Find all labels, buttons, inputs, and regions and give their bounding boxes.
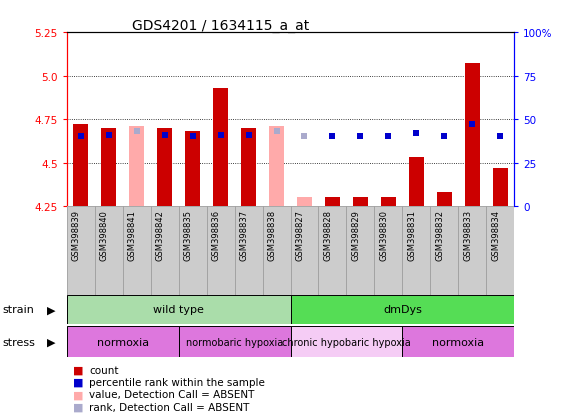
Text: GSM398828: GSM398828	[324, 209, 332, 260]
Bar	[408, 158, 424, 206]
Text: ■: ■	[73, 402, 83, 412]
Bar	[185, 132, 200, 206]
Bar	[67, 206, 95, 295]
Bar	[179, 326, 290, 357]
Bar	[297, 198, 312, 206]
Bar	[213, 88, 228, 206]
Bar	[179, 206, 207, 295]
Text: ▶: ▶	[47, 305, 55, 315]
Text: percentile rank within the sample: percentile rank within the sample	[89, 377, 265, 387]
Bar	[436, 192, 452, 206]
Text: ▶: ▶	[47, 337, 55, 347]
Bar	[431, 206, 458, 295]
Text: normobaric hypoxia: normobaric hypoxia	[186, 337, 283, 347]
Bar	[374, 206, 403, 295]
Text: stress: stress	[3, 337, 36, 347]
Bar	[123, 206, 150, 295]
Text: GSM398836: GSM398836	[211, 209, 221, 260]
Bar	[95, 206, 123, 295]
Bar	[269, 127, 284, 206]
Text: GSM398837: GSM398837	[239, 209, 249, 260]
Bar	[318, 206, 346, 295]
Bar	[325, 198, 340, 206]
Text: value, Detection Call = ABSENT: value, Detection Call = ABSENT	[89, 389, 254, 399]
Bar	[290, 206, 318, 295]
Bar	[465, 64, 480, 206]
Bar	[129, 127, 145, 206]
Bar	[241, 128, 256, 206]
Bar	[353, 198, 368, 206]
Bar	[157, 128, 173, 206]
Text: GDS4201 / 1634115_a_at: GDS4201 / 1634115_a_at	[132, 19, 310, 33]
Text: GSM398842: GSM398842	[156, 209, 164, 260]
Text: GSM398841: GSM398841	[128, 209, 137, 260]
Text: GSM398830: GSM398830	[379, 209, 388, 260]
Bar	[493, 169, 508, 206]
Bar	[458, 206, 486, 295]
Text: normoxia: normoxia	[432, 337, 485, 347]
Text: GSM398840: GSM398840	[100, 209, 109, 260]
Text: GSM398833: GSM398833	[463, 209, 472, 260]
Bar	[403, 326, 514, 357]
Bar	[207, 206, 235, 295]
Bar	[346, 206, 374, 295]
Text: GSM398835: GSM398835	[184, 209, 193, 260]
Text: GSM398839: GSM398839	[72, 209, 81, 260]
Text: GSM398832: GSM398832	[435, 209, 444, 260]
Text: GSM398829: GSM398829	[352, 209, 360, 260]
Text: GSM398831: GSM398831	[407, 209, 417, 260]
Bar	[150, 206, 179, 295]
Text: wild type: wild type	[153, 305, 204, 315]
Bar	[67, 295, 290, 324]
Text: ■: ■	[73, 377, 83, 387]
Bar	[235, 206, 263, 295]
Bar	[290, 295, 514, 324]
Text: rank, Detection Call = ABSENT: rank, Detection Call = ABSENT	[89, 402, 249, 412]
Text: ■: ■	[73, 389, 83, 399]
Bar	[101, 128, 116, 206]
Bar	[403, 206, 431, 295]
Text: chronic hypobaric hypoxia: chronic hypobaric hypoxia	[282, 337, 411, 347]
Text: dmDys: dmDys	[383, 305, 422, 315]
Text: normoxia: normoxia	[96, 337, 149, 347]
Bar	[263, 206, 290, 295]
Text: GSM398827: GSM398827	[296, 209, 304, 260]
Text: ■: ■	[73, 365, 83, 375]
Bar	[73, 125, 88, 206]
Text: count: count	[89, 365, 119, 375]
Text: GSM398834: GSM398834	[491, 209, 500, 260]
Text: GSM398838: GSM398838	[267, 209, 277, 260]
Bar	[381, 198, 396, 206]
Bar	[486, 206, 514, 295]
Bar	[67, 326, 179, 357]
Bar	[290, 326, 403, 357]
Text: strain: strain	[3, 305, 35, 315]
